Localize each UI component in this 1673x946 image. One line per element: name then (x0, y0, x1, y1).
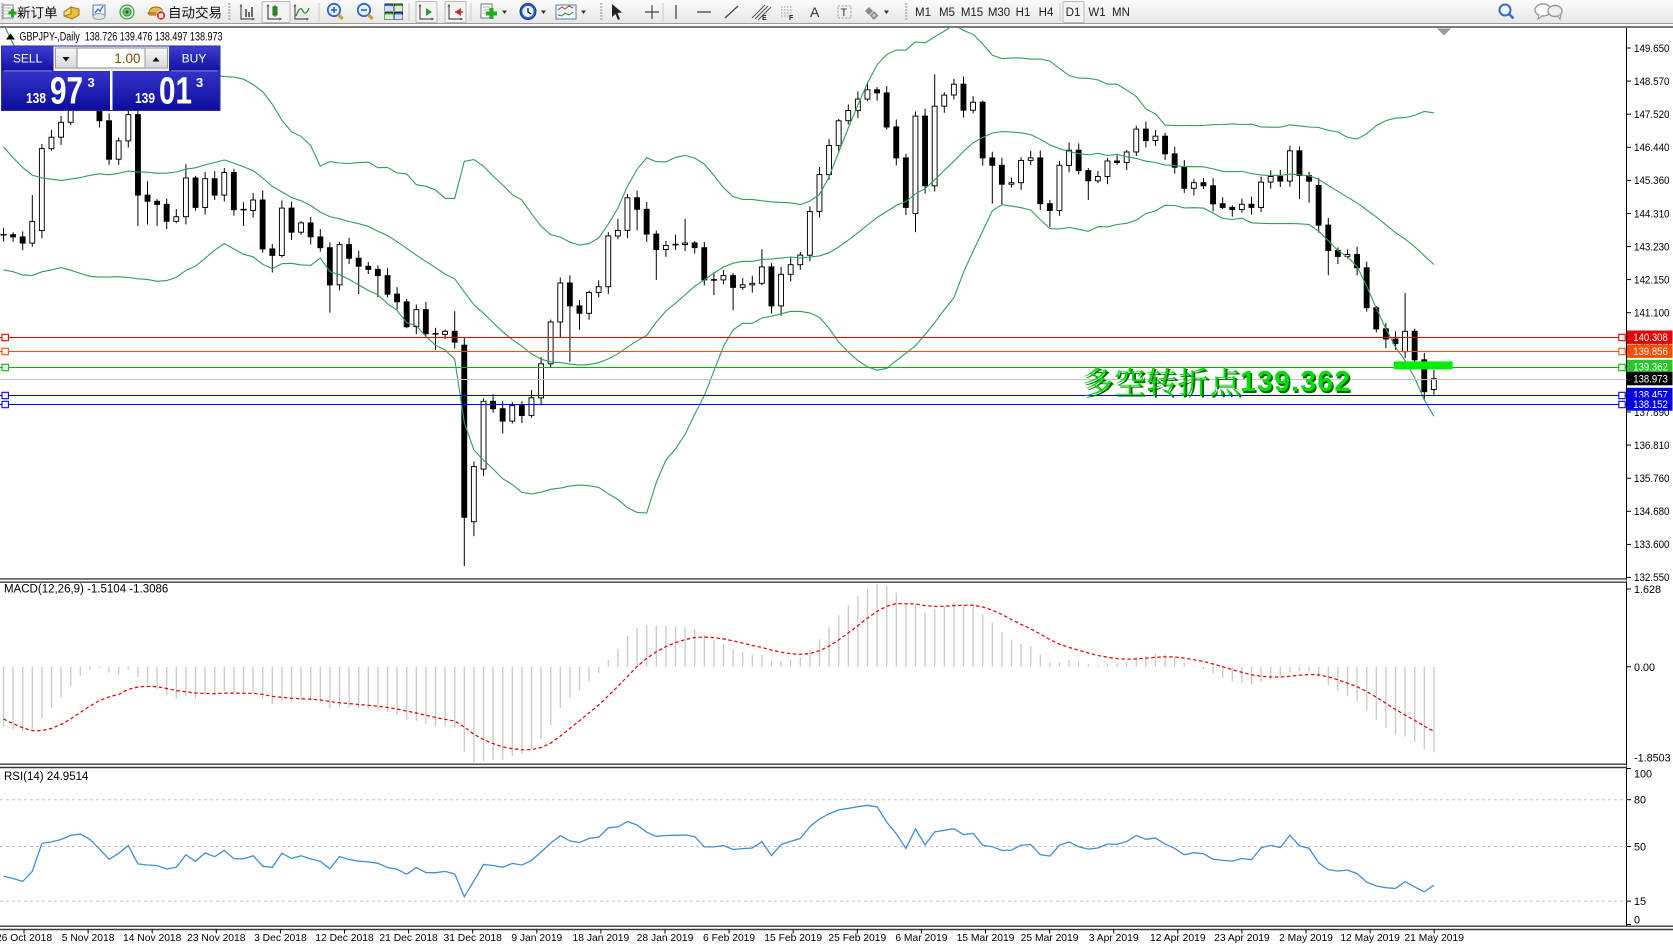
svg-text:12 May 2019: 12 May 2019 (1340, 933, 1400, 944)
svg-text:3 Apr 2019: 3 Apr 2019 (1089, 933, 1139, 944)
svg-text:139.362: 139.362 (1240, 366, 1351, 398)
svg-text:E: E (762, 15, 767, 22)
svg-text:T: T (841, 7, 848, 19)
svg-text:0.00: 0.00 (1634, 662, 1655, 674)
svg-text:100: 100 (1634, 769, 1652, 781)
svg-text:2 May 2019: 2 May 2019 (1279, 933, 1333, 944)
svg-text:H1: H1 (1016, 7, 1031, 19)
svg-text:3: 3 (196, 75, 203, 90)
svg-text:A: A (810, 4, 820, 20)
svg-text:80: 80 (1634, 795, 1646, 807)
svg-text:138: 138 (26, 91, 46, 107)
svg-text:18 Jan 2019: 18 Jan 2019 (573, 933, 630, 944)
svg-text:145.360: 145.360 (1634, 175, 1670, 187)
svg-text:149.650: 149.650 (1634, 43, 1670, 55)
svg-text:21 Dec 2018: 21 Dec 2018 (379, 933, 438, 944)
svg-text:25 Mar 2019: 25 Mar 2019 (1021, 933, 1079, 944)
svg-text:21 May 2019: 21 May 2019 (1404, 933, 1464, 944)
svg-text:97: 97 (50, 71, 83, 113)
svg-text:1.628: 1.628 (1634, 584, 1661, 596)
svg-text:143.230: 143.230 (1634, 241, 1670, 253)
svg-text:6 Mar 2019: 6 Mar 2019 (895, 933, 947, 944)
svg-text:136.810: 136.810 (1634, 440, 1670, 452)
svg-text:M30: M30 (988, 7, 1010, 19)
svg-text:5 Nov 2018: 5 Nov 2018 (62, 933, 115, 944)
svg-text:MN: MN (1112, 7, 1130, 19)
svg-text:26 Oct 2018: 26 Oct 2018 (0, 933, 52, 944)
svg-text:1.00: 1.00 (114, 51, 140, 66)
svg-text:M5: M5 (939, 7, 955, 19)
svg-text:W1: W1 (1088, 7, 1105, 19)
svg-text:H4: H4 (1039, 7, 1054, 19)
svg-text:135.760: 135.760 (1634, 473, 1670, 485)
svg-text:14 Nov 2018: 14 Nov 2018 (123, 933, 182, 944)
svg-text:BUY: BUY (182, 52, 207, 66)
svg-text:12 Dec 2018: 12 Dec 2018 (315, 933, 374, 944)
svg-text:139.856: 139.856 (1633, 346, 1668, 358)
svg-text:15 Mar 2019: 15 Mar 2019 (957, 933, 1015, 944)
svg-text:3 Dec 2018: 3 Dec 2018 (254, 933, 307, 944)
svg-text:M15: M15 (961, 7, 983, 19)
svg-text:D1: D1 (1066, 7, 1081, 19)
svg-text:3: 3 (88, 75, 95, 90)
svg-text:134.680: 134.680 (1634, 506, 1670, 518)
svg-text:138.973: 138.973 (1633, 374, 1668, 386)
svg-text:146.440: 146.440 (1634, 142, 1670, 154)
svg-text:139.362: 139.362 (1242, 368, 1353, 400)
svg-text:12 Apr 2019: 12 Apr 2019 (1150, 933, 1206, 944)
svg-text:-1.8503: -1.8503 (1634, 753, 1671, 765)
svg-text:138.152: 138.152 (1633, 399, 1668, 411)
svg-text:147.520: 147.520 (1634, 109, 1670, 121)
svg-text:140.308: 140.308 (1633, 332, 1668, 344)
svg-text:133.600: 133.600 (1634, 539, 1670, 551)
svg-text:132.550: 132.550 (1634, 572, 1670, 584)
svg-text:15 Feb 2019: 15 Feb 2019 (764, 933, 822, 944)
svg-text:144.310: 144.310 (1634, 208, 1670, 220)
svg-text:142.150: 142.150 (1634, 274, 1670, 286)
svg-text:9 Jan 2019: 9 Jan 2019 (511, 933, 562, 944)
svg-text:31 Dec 2018: 31 Dec 2018 (443, 933, 502, 944)
svg-text:15: 15 (1634, 896, 1646, 908)
svg-text:139: 139 (135, 91, 155, 107)
svg-text:MACD(12,26,9) -1.5104 -1.3086: MACD(12,26,9) -1.5104 -1.3086 (4, 584, 168, 596)
svg-text:SELL: SELL (13, 52, 43, 66)
svg-text:50: 50 (1634, 842, 1646, 854)
svg-text:M1: M1 (915, 7, 931, 19)
svg-text:148.570: 148.570 (1634, 76, 1670, 88)
svg-text:139.362: 139.362 (1633, 361, 1668, 373)
svg-text:0: 0 (1634, 915, 1640, 927)
svg-text:25 Feb 2019: 25 Feb 2019 (828, 933, 886, 944)
svg-text:23 Apr 2019: 23 Apr 2019 (1214, 933, 1270, 944)
svg-text:28 Jan 2019: 28 Jan 2019 (637, 933, 694, 944)
svg-text:RSI(14) 24.9514: RSI(14) 24.9514 (4, 771, 89, 783)
svg-text:F: F (789, 15, 794, 22)
svg-text:01: 01 (159, 71, 192, 113)
svg-text:GBPJPY-,Daily 138.726 139.476: GBPJPY-,Daily 138.726 139.476 138.497 13… (20, 32, 223, 44)
svg-text:6 Feb 2019: 6 Feb 2019 (703, 933, 755, 944)
svg-text:141.100: 141.100 (1634, 308, 1670, 320)
svg-text:23 Nov 2018: 23 Nov 2018 (187, 933, 246, 944)
